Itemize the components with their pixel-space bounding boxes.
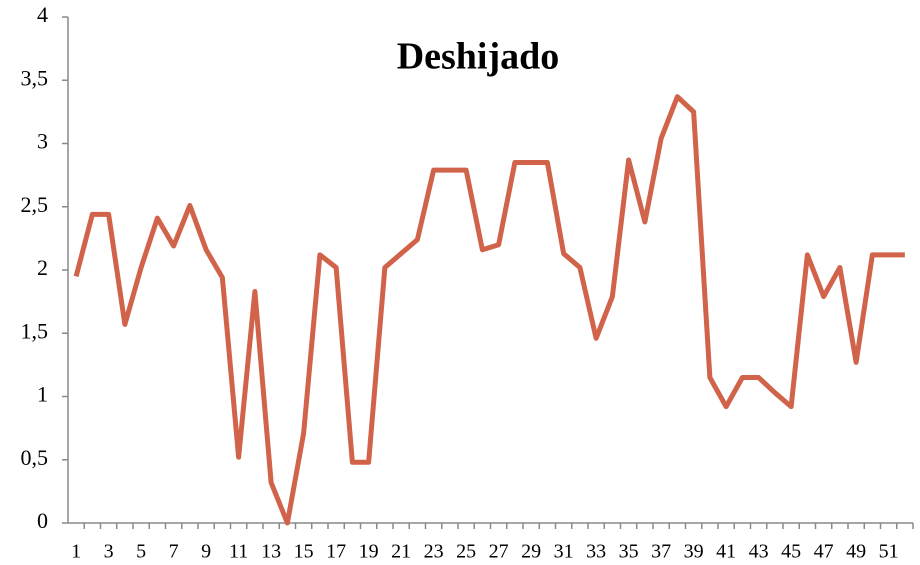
x-tick-label: 51 xyxy=(879,541,899,563)
y-tick-label: 1,5 xyxy=(21,318,49,343)
x-tick-label: 27 xyxy=(489,541,509,563)
y-tick-label: 0,5 xyxy=(21,445,49,470)
x-tick-label: 29 xyxy=(521,541,541,563)
y-tick-label: 3 xyxy=(37,129,48,154)
x-tick-label: 17 xyxy=(326,541,346,563)
x-tick-label: 15 xyxy=(294,541,314,563)
x-tick-label: 19 xyxy=(359,541,379,563)
x-tick-label: 11 xyxy=(229,541,248,563)
y-tick-label: 1 xyxy=(37,382,48,407)
x-tick-label: 25 xyxy=(456,541,476,563)
x-tick-label: 7 xyxy=(169,541,179,563)
chart-title: Deshijado xyxy=(397,36,560,78)
x-tick-label: 47 xyxy=(814,541,834,563)
x-tick-label: 39 xyxy=(684,541,704,563)
x-tick-label: 9 xyxy=(201,541,211,563)
x-tick-label: 31 xyxy=(554,541,574,563)
x-tick-label: 35 xyxy=(619,541,639,563)
data-line xyxy=(73,94,905,526)
x-tick-label: 23 xyxy=(424,541,444,563)
x-tick-label: 13 xyxy=(261,541,281,563)
x-tick-label: 33 xyxy=(586,541,606,563)
x-tick-label: 43 xyxy=(749,541,769,563)
y-tick-label: 3,5 xyxy=(21,65,49,90)
x-tick-label: 45 xyxy=(781,541,801,563)
y-tick-label: 2 xyxy=(37,255,48,280)
y-tick-label: 0 xyxy=(37,508,48,533)
x-tick-label: 37 xyxy=(651,541,671,563)
y-tick-label: 4 xyxy=(37,2,48,27)
y-tick-label: 2,5 xyxy=(21,192,49,217)
x-tick-label: 5 xyxy=(136,541,146,563)
x-tick-label: 41 xyxy=(716,541,736,563)
x-tick-label: 1 xyxy=(71,541,81,563)
x-tick-label: 21 xyxy=(391,541,411,563)
x-tick-label: 3 xyxy=(104,541,114,563)
x-tick-label: 49 xyxy=(846,541,866,563)
